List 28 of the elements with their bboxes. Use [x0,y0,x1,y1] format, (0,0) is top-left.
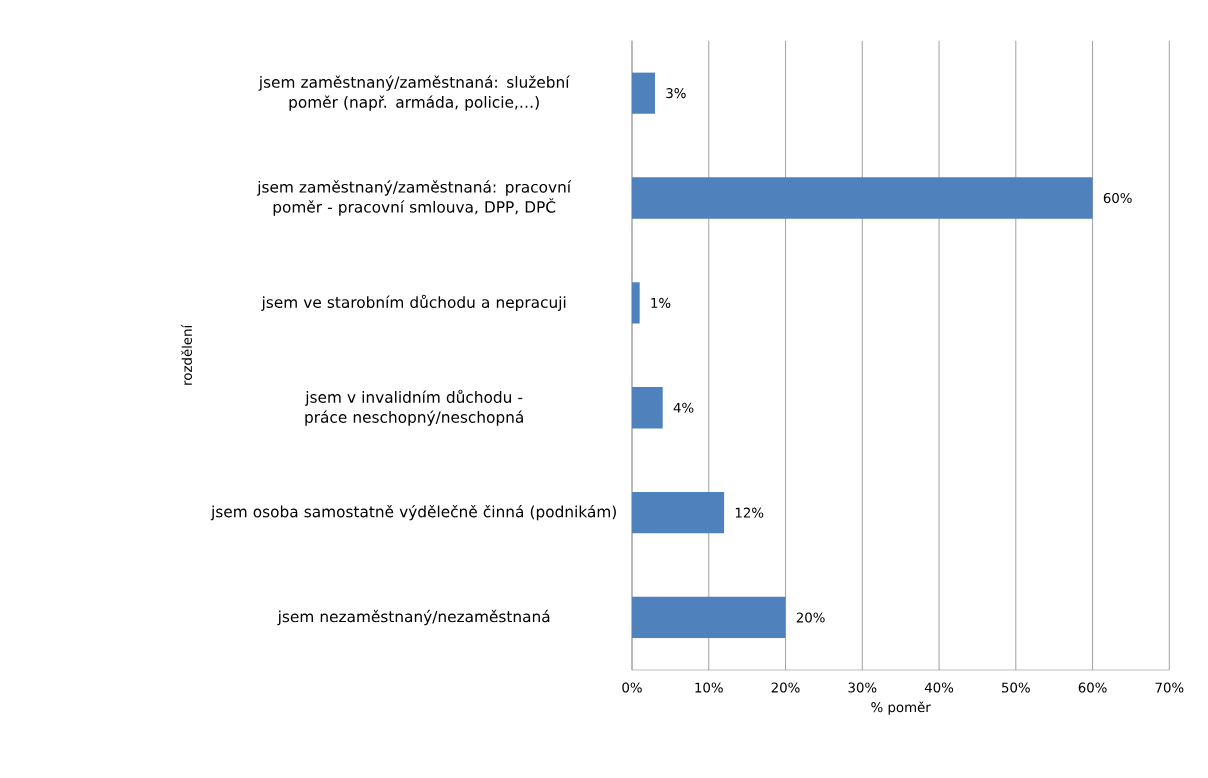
bar [632,177,1093,219]
data-label: 3% [666,88,686,99]
y-axis-title: rozdělení [181,324,192,385]
x-axis-title: % poměr [871,701,931,715]
x-tick-label: 50% [1002,682,1030,693]
y-tick-label: jsem osoba samostatně výdělečně činná (podnikám) [210,504,616,521]
y-tick-label: jsem nezaměstnaný/nezaměstnaná [277,609,550,626]
data-label: 12% [735,507,764,518]
data-label: 4% [673,402,694,413]
x-tick-label: 20% [771,682,800,693]
bar [632,282,640,324]
x-tick-label: 60% [1078,682,1107,693]
bar [632,596,786,639]
y-tick-label: jsem zaměstnaný/zaměstnaná: služební poměr (např. armáda, policie,…) [258,75,570,111]
y-tick-label: jsem ve starobním důchodu a nepracuji [261,294,566,311]
x-tick-label: 0% [622,682,642,693]
x-tick-label: 30% [848,682,877,693]
bar [632,387,663,429]
x-tick-label: 70% [1155,682,1184,693]
bar [632,491,725,534]
x-tick-label: 40% [924,682,954,693]
bar [632,72,656,114]
y-tick-label: jsem v invalidním důchodu - práce neschopný/neschopná [305,389,523,426]
y-tick-label: jsem zaměstnaný/zaměstnaná: pracovní poměr - pracovní smlouva, DPP, DPČ [256,180,572,216]
x-tick-label: 10% [695,682,723,693]
data-label: 20% [796,612,825,623]
data-label: 1% [651,297,671,308]
data-label: 60% [1103,192,1132,204]
